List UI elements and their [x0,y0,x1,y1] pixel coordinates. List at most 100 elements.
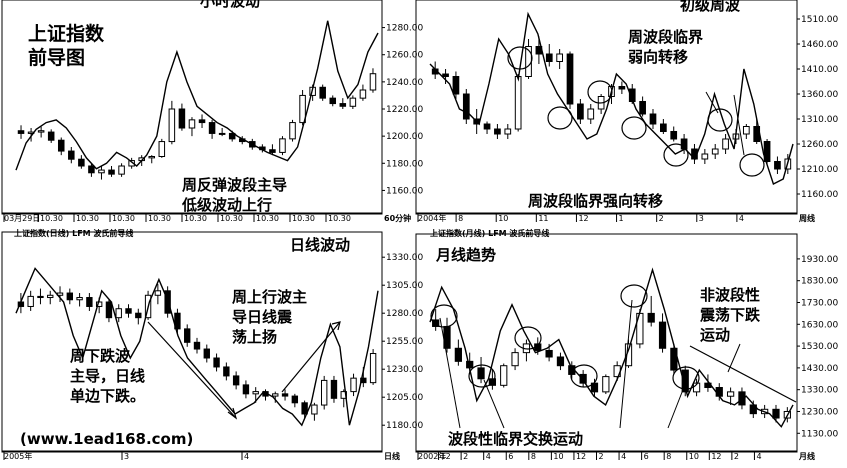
highlight-circle [672,366,700,390]
x-tick-label: 4 [486,452,491,461]
y-tick-label: 1360.00 [801,90,838,100]
panel-subheader: 上证指数(日线) LFM 波氏前导线 [14,228,133,238]
candle-body [299,94,306,124]
y-tick-label: 1530.00 [801,342,838,352]
candle-body [291,395,299,404]
panel-header: 初级周波 [680,0,741,14]
candle-body [514,76,522,130]
pointer-line [667,381,687,429]
annotation-line: 主导，日线 [70,367,145,385]
candle-body [57,139,65,152]
highlight-circle [739,153,765,177]
y-tick-label: 1930.00 [801,255,838,265]
x-tick-label: 8 [531,452,536,461]
candle-body [76,297,83,301]
y-tick-label: 1210.00 [801,165,838,175]
candle-body [252,391,259,395]
highlight-circle [707,108,733,132]
candle-body [125,308,132,314]
candle-body [88,165,95,174]
highlight-circle [430,304,458,328]
x-tick-label: 4 [739,214,744,223]
pointer-line [733,94,745,156]
candle-body [587,108,595,120]
candle-body [118,165,125,175]
x-tick-label: 2002年 [418,451,446,461]
pointer-line [483,379,505,429]
x-tick-label: 10 [689,452,699,461]
candle-body [494,128,501,135]
candle-body [369,73,377,91]
candle-body [359,89,367,99]
candle-body [330,379,338,399]
y-tick-label: 1430.00 [801,364,838,374]
candle-body [566,53,574,105]
candle-body [213,357,220,368]
chart-panel-bottom-left: 1330.00 1305.00 1280.00 1255.00 1230.00 1205.… [1,228,423,461]
panel-title-line: 上证指数 [28,22,105,45]
annotation-line: 周波段临界强向转移 [528,192,663,210]
x-tick-label: 2005年 [4,451,32,461]
annotation-line: 导日线震 [232,308,293,326]
x-tick-label: 12 [578,214,588,223]
y-tick-label: 1230.00 [801,407,838,417]
y-tick-label: 1280.00 [386,309,423,319]
x-tick-label: 10 [553,452,563,461]
candle-body [432,319,440,327]
candle-body [105,301,113,319]
candle-body [340,391,347,399]
annotation-line: 周波段临界 [628,28,703,46]
y-tick-label: 1260.00 [386,51,423,61]
y-tick-label: 1130.00 [801,429,838,439]
x-tick-label: 2 [463,452,468,461]
trend-line [689,345,797,403]
candle-body [135,312,142,319]
candle-body [658,321,667,349]
x-tick-label: 8 [666,452,671,461]
candle-body [772,408,780,419]
x-tick-label: 10.30 [292,214,315,223]
candle-body [545,349,553,358]
lead-line [15,267,379,427]
x-tick-label: 1 [619,214,624,223]
x-tick-label: 10.30 [112,214,135,223]
candle-body [37,130,45,133]
candle-body [329,97,337,105]
annotation-line: 周上行波主 [232,288,307,306]
candle-body [442,73,449,77]
pointer-line [619,299,633,429]
x-tick-label: 12 [441,452,451,461]
y-tick-label: 1205.00 [386,393,423,403]
candle-body [115,308,122,319]
candle-body [504,128,512,135]
candle-body [281,393,289,397]
x-tick-label: 12 [576,452,586,461]
x-tick-label: 8 [458,214,463,223]
x-tick-label: 10.30 [76,214,99,223]
watermark-text: (www.1ead168.com) [20,430,193,448]
y-tick-label: 1160.00 [386,186,423,196]
candle-body [660,123,667,132]
candle-body [269,149,276,153]
x-tick-label: 4 [621,452,626,461]
candle-body [577,103,584,120]
candle-body [178,108,186,129]
candle-body [37,295,44,299]
candle-body [602,376,610,393]
y-tick-label: 1280.00 [386,24,423,34]
pointer-line [705,91,719,114]
x-tick-label: 10.30 [184,214,207,223]
x-tick-label: 11 [538,214,548,223]
candle-body [711,148,719,155]
x-tick-label: 2 [659,214,664,223]
y-tick-label: 1260.00 [801,140,838,150]
annotation-line: 周下跌波 [70,347,131,365]
candle-body [154,290,162,296]
y-tick-label: 1180.00 [386,159,423,169]
highlight-circle [514,326,542,350]
y-tick-label: 1230.00 [386,365,423,375]
candle-body [168,108,176,143]
candle-body [242,384,250,395]
panel-header: 小时波动 [200,0,260,10]
